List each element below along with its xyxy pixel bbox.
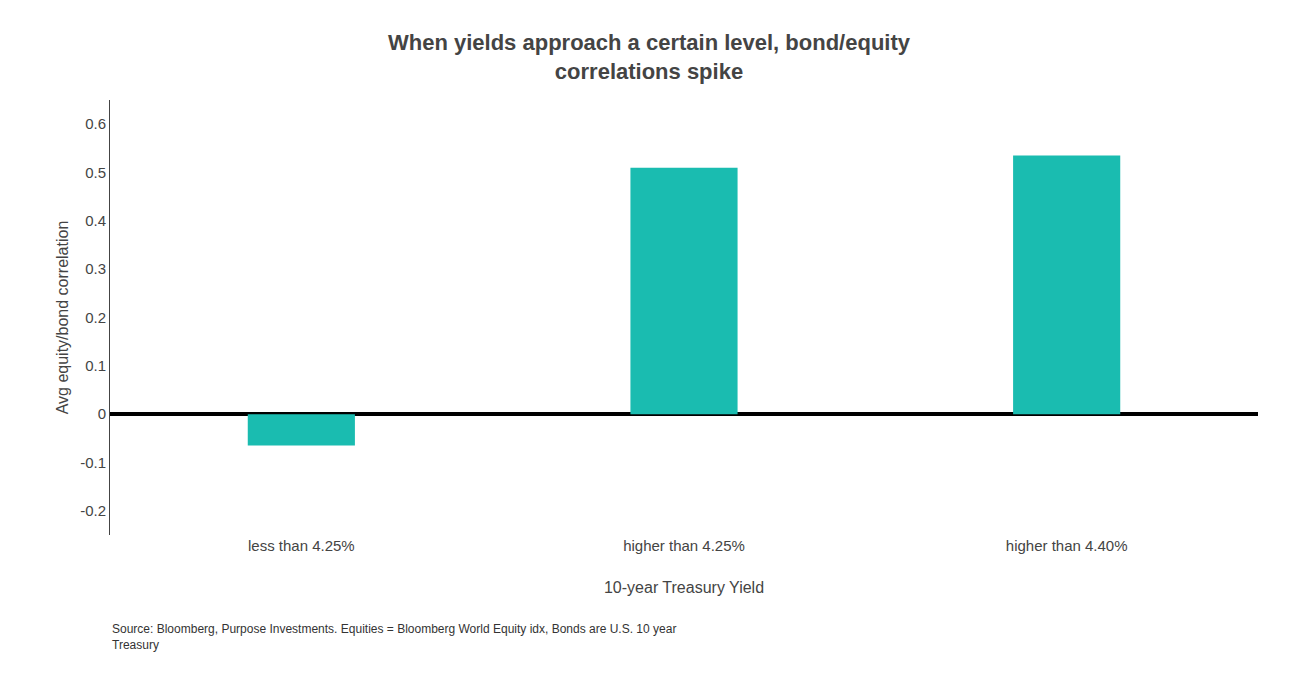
svg-text:10-year Treasury Yield: 10-year Treasury Yield bbox=[604, 579, 764, 596]
svg-text:0.2: 0.2 bbox=[85, 309, 106, 326]
svg-text:Source: Bloomberg, Purpose Inv: Source: Bloomberg, Purpose Investments. … bbox=[112, 622, 676, 652]
svg-text:Avg equity/bond correlation: Avg equity/bond correlation bbox=[54, 221, 71, 415]
svg-text:0.4: 0.4 bbox=[85, 212, 106, 229]
svg-text:higher than 4.40%: higher than 4.40% bbox=[1006, 537, 1128, 554]
svg-text:less than 4.25%: less than 4.25% bbox=[248, 537, 355, 554]
svg-text:0.5: 0.5 bbox=[85, 164, 106, 181]
svg-text:-0.2: -0.2 bbox=[80, 502, 106, 519]
svg-text:0: 0 bbox=[98, 405, 106, 422]
svg-text:0.1: 0.1 bbox=[85, 357, 106, 374]
svg-text:When yields approach a certain: When yields approach a certain level, bo… bbox=[388, 30, 911, 84]
svg-text:-0.1: -0.1 bbox=[80, 454, 106, 471]
svg-text:higher than 4.25%: higher than 4.25% bbox=[623, 537, 745, 554]
svg-text:0.6: 0.6 bbox=[85, 115, 106, 132]
svg-text:0.3: 0.3 bbox=[85, 260, 106, 277]
